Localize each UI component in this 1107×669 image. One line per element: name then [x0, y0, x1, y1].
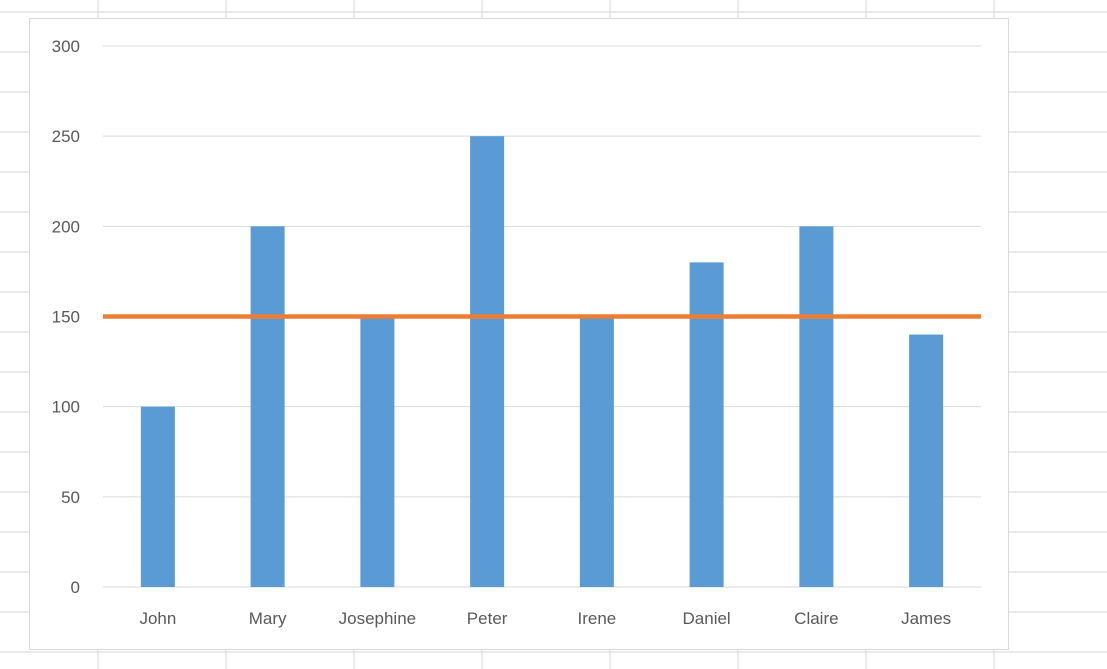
x-tick-label: Josephine [339, 609, 417, 628]
bar-peter[interactable] [470, 136, 505, 587]
x-tick-label: John [139, 609, 176, 628]
y-tick-label: 100 [52, 398, 80, 417]
bar-james[interactable] [909, 334, 944, 587]
bar-irene[interactable] [579, 316, 614, 588]
x-tick-label: Daniel [683, 609, 731, 628]
bar-mary[interactable] [250, 226, 285, 588]
chart-area[interactable] [29, 18, 1009, 650]
y-tick-label: 300 [52, 37, 80, 56]
x-tick-label: Mary [249, 609, 287, 628]
bar-series [140, 136, 944, 588]
y-tick-label: 0 [71, 578, 80, 597]
y-tick-label: 200 [52, 217, 80, 236]
bar-john[interactable] [140, 406, 175, 587]
y-axis-tick-labels: 0 50 100 150 200 250 300 [52, 37, 80, 597]
x-tick-label: Peter [467, 609, 508, 628]
x-tick-label: James [901, 609, 951, 628]
x-tick-label: Irene [578, 609, 617, 628]
y-tick-label: 50 [61, 488, 80, 507]
y-tick-label: 250 [52, 127, 80, 146]
y-tick-label: 150 [52, 308, 80, 327]
x-axis-tick-labels: John Mary Josephine Peter Irene Daniel Claire J… [139, 609, 951, 628]
bar-daniel[interactable] [689, 262, 724, 587]
bar-claire[interactable] [799, 226, 834, 588]
bar-josephine[interactable] [360, 316, 395, 588]
x-tick-label: Claire [794, 609, 838, 628]
